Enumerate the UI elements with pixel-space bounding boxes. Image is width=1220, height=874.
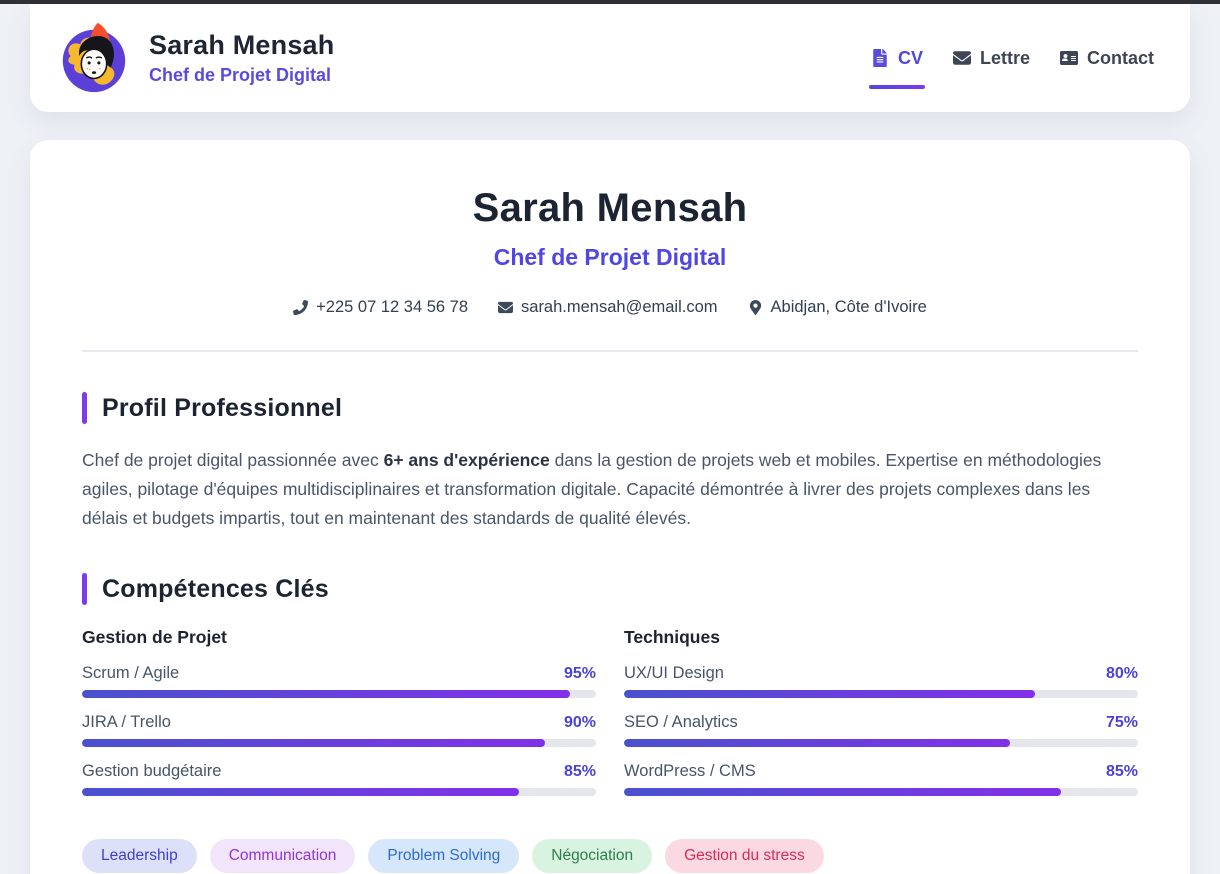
contact-email-text: sarah.mensah@email.com [521,298,718,316]
skill-bar-fill [82,788,519,796]
skill-label: Gestion budgétaire [82,762,222,780]
nav-tab-cv[interactable]: CV [868,44,925,89]
cv-job-title: Chef de Projet Digital [493,244,727,270]
section-title: Profil Professionnel [102,393,343,422]
skill-row: WordPress / CMS 85% [624,762,1138,796]
skill-row: Gestion budgétaire 85% [82,762,596,796]
skill-bar-track [82,739,596,747]
cv-card: Sarah Mensah Chef de Projet Digital +225… [30,140,1190,874]
brand-text: Sarah Mensah Chef de Projet Digital [149,30,334,86]
skill-row: UX/UI Design 80% [624,664,1138,698]
skill-bar-track [82,788,596,796]
skill-tag: Problem Solving [368,839,520,873]
skill-label: Scrum / Agile [82,664,180,682]
section-skills: Compétences Clés Gestion de Projet Scrum… [82,573,1138,873]
skill-percent: 75% [1105,714,1138,731]
section-title: Compétences Clés [102,574,329,603]
brand[interactable]: Sarah Mensah Chef de Projet Digital [55,19,334,97]
skill-tag: Négociation [532,839,653,873]
skill-bar-fill [624,739,1010,747]
skill-row: JIRA / Trello 90% [82,713,596,747]
skill-bar-track [624,788,1138,796]
section-heading: Compétences Clés [82,573,1138,605]
divider [82,350,1138,352]
skills-grid: Gestion de Projet Scrum / Agile 95% JIRA… [82,627,1138,811]
skill-tag: Leadership [82,839,197,873]
address-card-icon [1060,51,1078,65]
contact-email: sarah.mensah@email.com [498,298,718,317]
skill-label: UX/UI Design [624,664,724,682]
skill-row: SEO / Analytics 75% [624,713,1138,747]
heading-accent-bar [82,392,87,424]
skill-percent: 90% [563,714,596,731]
skills-column-gestion: Gestion de Projet Scrum / Agile 95% JIRA… [82,627,596,811]
skill-tag: Communication [209,839,356,873]
brand-name: Sarah Mensah [149,30,335,60]
browser-top-strip [0,0,1220,4]
contact-location: Abidjan, Côte d'Ivoire [748,298,927,317]
skill-percent: 85% [1105,763,1138,780]
contact-phone-text: +225 07 12 34 56 78 [316,298,469,316]
skill-bar-track [624,739,1138,747]
skill-percent: 80% [1105,665,1138,682]
main-nav: CV Lettre Contact [868,44,1156,89]
skills-column-techniques: Techniques UX/UI Design 80% SEO / Analyt… [624,627,1138,811]
skill-percent: 95% [563,665,596,682]
section-heading: Profil Professionnel [82,392,1138,424]
contact-location-text: Abidjan, Côte d'Ivoire [770,298,927,316]
phone-icon [293,300,309,315]
skills-column-title: Gestion de Projet [82,627,227,647]
contact-row: +225 07 12 34 56 78 sarah.mensah@email.c… [82,298,1138,317]
brand-subtitle: Chef de Projet Digital [149,65,332,85]
skill-label: WordPress / CMS [624,762,756,780]
file-lines-icon [873,49,887,67]
skill-percent: 85% [563,763,596,780]
nav-tab-label: CV [897,47,923,68]
profile-paragraph: Chef de projet digital passionnée avec 6… [82,446,1138,533]
contact-phone: +225 07 12 34 56 78 [293,298,468,317]
profile-text-2: dans la gestion de projets web et mobile… [82,450,1102,528]
section-profile: Profil Professionnel Chef de projet digi… [82,392,1138,533]
skill-bar-fill [82,690,571,698]
skill-label: JIRA / Trello [82,713,171,731]
skill-label: SEO / Analytics [624,713,738,731]
skill-bar-fill [624,788,1061,796]
avatar [62,22,126,93]
skill-tag: Gestion du stress [665,839,824,873]
skill-bar-fill [82,739,545,747]
skill-row: Scrum / Agile 95% [82,664,596,698]
skill-bar-track [82,690,596,698]
nav-tab-contact[interactable]: Contact [1058,44,1156,73]
site-header: Sarah Mensah Chef de Projet Digital CV L… [30,4,1190,112]
heading-accent-bar [82,573,87,605]
cv-name: Sarah Mensah [472,186,748,230]
profile-text-bold: 6+ ans d'expérience [383,450,550,470]
skill-bar-track [624,690,1138,698]
nav-tab-label: Contact [1087,47,1154,68]
nav-tab-label: Lettre [979,47,1030,68]
skills-column-title: Techniques [624,627,720,647]
map-marker-icon [749,300,761,315]
nav-tab-lettre[interactable]: Lettre [951,44,1032,73]
profile-text-1: Chef de projet digital passionnée avec [82,450,384,470]
envelope-icon [952,51,971,65]
skill-bar-fill [624,690,1036,698]
envelope-icon [498,301,514,314]
soft-skill-tags: Leadership Communication Problem Solving… [82,839,1138,873]
